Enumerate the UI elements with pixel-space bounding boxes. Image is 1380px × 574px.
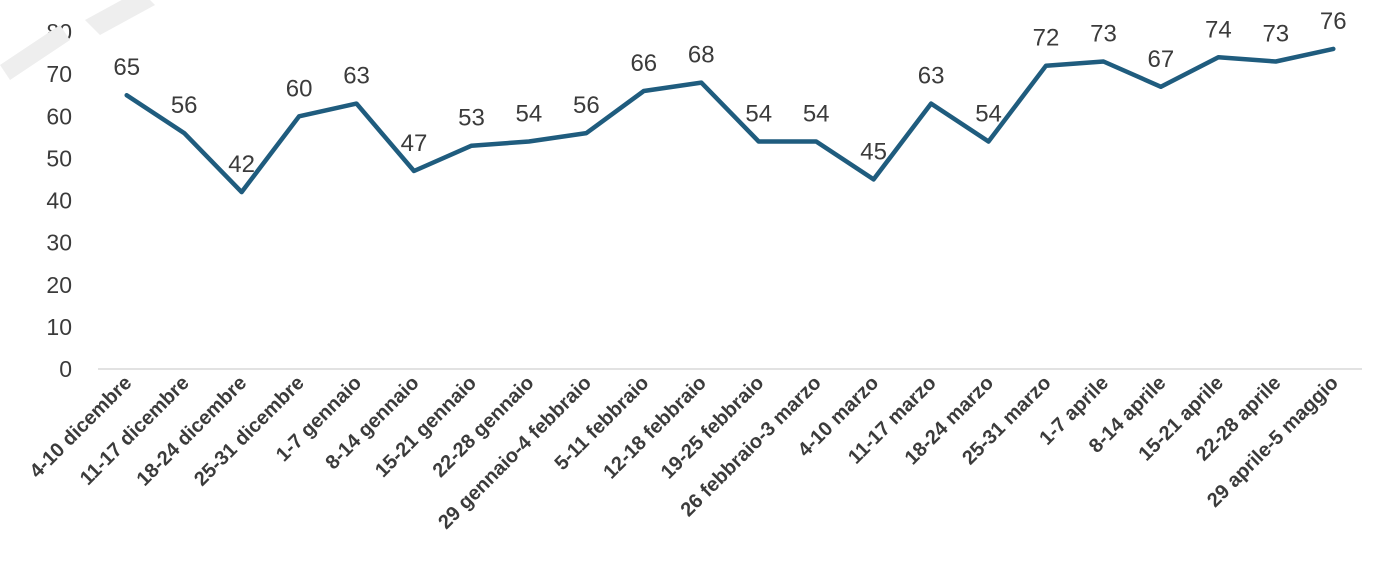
y-tick-label: 40 [46,188,72,214]
y-tick-label: 60 [46,103,72,129]
data-label: 54 [803,101,830,128]
y-tick-label: 70 [46,61,72,87]
data-label: 53 [458,105,485,132]
y-tick-label: 30 [46,230,72,256]
data-label: 74 [1205,16,1232,43]
x-tick-label: 4-10 dicembre [26,372,137,483]
x-tick-label: 19-25 febbraio [657,372,768,483]
data-label: 73 [1090,20,1117,47]
data-label: 72 [1033,25,1060,52]
x-tick-label: 22-28 gennaio [429,372,539,482]
data-label: 54 [516,101,543,128]
data-label: 68 [688,42,715,69]
series-line [124,46,1336,195]
data-labels: 65 56 42 60 63 47 53 54 56 66 68 54 54 45 63 54 72 73 67 74… [113,8,1346,178]
data-label: 66 [630,50,657,77]
y-tick-label: 20 [46,272,72,298]
y-tick-label: 50 [46,145,72,171]
data-label: 54 [745,101,772,128]
data-label: 63 [918,63,945,90]
x-tick-label: 15-21 gennaio [371,372,481,482]
data-label: 67 [1148,46,1175,73]
data-label: 56 [171,92,198,119]
data-label: 54 [975,101,1002,128]
data-label: 60 [286,75,313,102]
data-label: 45 [860,138,887,165]
data-label: 47 [401,130,428,157]
y-axis-ticks: 0 10 20 30 40 50 60 70 80 [46,19,72,382]
x-tick-label: 12-18 febbraio [599,372,710,483]
data-label: 65 [113,54,140,81]
y-tick-label: 10 [46,314,72,340]
data-label: 73 [1262,20,1289,47]
data-label: 63 [343,63,370,90]
data-label: 42 [228,151,255,178]
data-label: 56 [573,92,600,119]
data-label: 76 [1320,8,1347,35]
y-tick-label: 80 [46,19,72,45]
y-tick-label: 0 [59,356,72,382]
